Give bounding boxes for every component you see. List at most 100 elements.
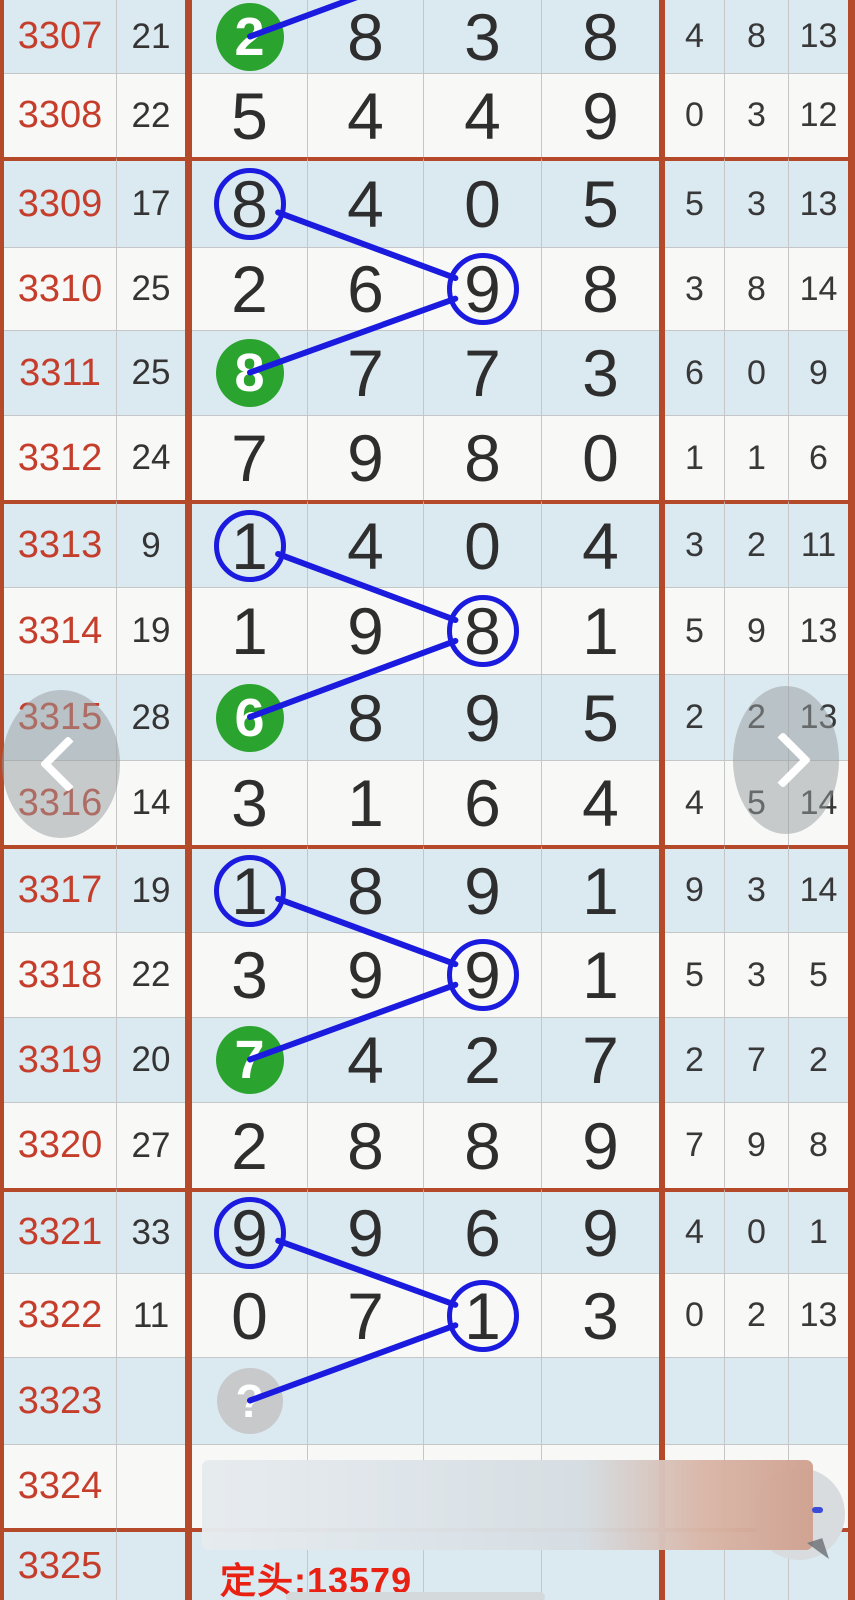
- cell-value: 8: [347, 1108, 384, 1184]
- cell-value: 2: [464, 1022, 501, 1098]
- group-divider: [185, 1357, 192, 1444]
- digit-cell: 9: [308, 415, 424, 500]
- sum-cell: 33: [117, 1188, 185, 1273]
- cell-value: 0: [685, 96, 704, 135]
- table-row: 3319207427272: [4, 1017, 848, 1102]
- group-divider: [185, 330, 192, 415]
- sum-cell: 19: [117, 587, 185, 674]
- cell-value: 5: [685, 612, 704, 651]
- digit-cell: 6: [424, 1188, 542, 1273]
- sum-cell: 22: [117, 932, 185, 1017]
- digit-cell: [424, 1357, 542, 1444]
- stat-cell: 8: [789, 1102, 848, 1188]
- cell-value: 7: [464, 335, 501, 411]
- cell-value: 5: [809, 956, 828, 995]
- stat-cell: 5: [665, 157, 725, 247]
- cell-value: 8: [582, 251, 619, 327]
- cell-value: 28: [132, 698, 171, 738]
- stat-cell: 2: [725, 500, 789, 587]
- cell-value: 2: [747, 526, 766, 565]
- digit-cell: 8: [424, 587, 542, 674]
- stat-cell: 4: [665, 1188, 725, 1273]
- stat-cell: 2: [789, 1017, 848, 1102]
- cell-value: 7: [747, 1041, 766, 1080]
- cell-value: 7: [582, 1022, 619, 1098]
- digit-cell: 9: [542, 73, 659, 157]
- issue-cell: 3324: [4, 1444, 117, 1528]
- sum-cell: 27: [117, 1102, 185, 1188]
- issue-cell: 3318: [4, 932, 117, 1017]
- digit-cell: ?: [192, 1357, 308, 1444]
- group-divider: [185, 674, 192, 760]
- stat-cell: 12: [789, 73, 848, 157]
- stat-cell: 5: [665, 587, 725, 674]
- digit-cell: 1: [192, 845, 308, 932]
- digit-cell: 9: [308, 932, 424, 1017]
- stat-cell: 0: [725, 1188, 789, 1273]
- table-row: 33082254490312: [4, 73, 848, 157]
- cell-value: 9: [141, 526, 160, 566]
- cell-value: 7: [347, 1278, 384, 1354]
- cell-value: 2: [234, 6, 264, 68]
- issue-cell: 3307: [4, 0, 117, 73]
- cell-value: 4: [347, 166, 384, 242]
- table-row: 3318223991535: [4, 932, 848, 1017]
- cell-value: 4: [464, 78, 501, 154]
- cell-value: 8: [347, 853, 384, 929]
- cell-value: 9: [464, 937, 501, 1013]
- digit-cell: 1: [192, 500, 308, 587]
- stat-cell: 1: [725, 415, 789, 500]
- cell-value: 0: [747, 354, 766, 393]
- blue-dash-icon: [812, 1507, 823, 1513]
- issue-cell: 3325: [4, 1528, 117, 1600]
- cell-value: 3310: [18, 268, 103, 311]
- table-row: 3320272889798: [4, 1102, 848, 1188]
- digit-cell: 4: [308, 1017, 424, 1102]
- cell-value: 8: [464, 420, 501, 496]
- cell-value: 3307: [18, 15, 103, 58]
- cell-value: 13: [800, 1296, 838, 1335]
- table-row: 33102526983814: [4, 247, 848, 330]
- digit-cell: 9: [424, 845, 542, 932]
- digit-cell: 2: [192, 1102, 308, 1188]
- group-divider: [185, 760, 192, 845]
- stat-cell: 3: [665, 247, 725, 330]
- group-divider: [185, 1188, 192, 1273]
- digit-cell: 4: [542, 760, 659, 845]
- next-page-button[interactable]: [733, 686, 839, 834]
- digit-cell: 9: [424, 932, 542, 1017]
- table-row: 3311258773609: [4, 330, 848, 415]
- digit-cell: 8: [308, 1102, 424, 1188]
- issue-cell: 3312: [4, 415, 117, 500]
- group-divider: [185, 1273, 192, 1357]
- sum-cell: 22: [117, 73, 185, 157]
- stat-cell: 0: [725, 330, 789, 415]
- stat-cell: 9: [725, 1102, 789, 1188]
- cell-value: 9: [347, 593, 384, 669]
- cell-value: 14: [800, 871, 838, 910]
- stat-cell: 13: [789, 0, 848, 73]
- cell-value: 3: [747, 871, 766, 910]
- cell-value: 22: [132, 955, 171, 995]
- cell-value: 8: [231, 166, 268, 242]
- table-row: 3313914043211: [4, 500, 848, 587]
- cell-value: 2: [809, 1041, 828, 1080]
- cell-value: 8: [347, 0, 384, 75]
- cell-value: 9: [582, 78, 619, 154]
- digit-cell: 3: [542, 330, 659, 415]
- cell-value: 3318: [18, 954, 103, 997]
- digit-cell: 4: [308, 157, 424, 247]
- overlay-banner[interactable]: [202, 1460, 813, 1550]
- digit-cell: 1: [424, 1273, 542, 1357]
- cell-value: 3313: [18, 524, 103, 567]
- sum-cell: 17: [117, 157, 185, 247]
- cell-value: 2: [231, 251, 268, 327]
- digit-cell: 4: [308, 73, 424, 157]
- digit-cell: 4: [308, 500, 424, 587]
- cell-value: 4: [685, 784, 704, 823]
- digit-cell: 4: [424, 73, 542, 157]
- digit-cell: 1: [542, 845, 659, 932]
- sum-cell: [117, 1528, 185, 1600]
- digit-cell: 8: [542, 247, 659, 330]
- prev-page-button[interactable]: [2, 690, 120, 838]
